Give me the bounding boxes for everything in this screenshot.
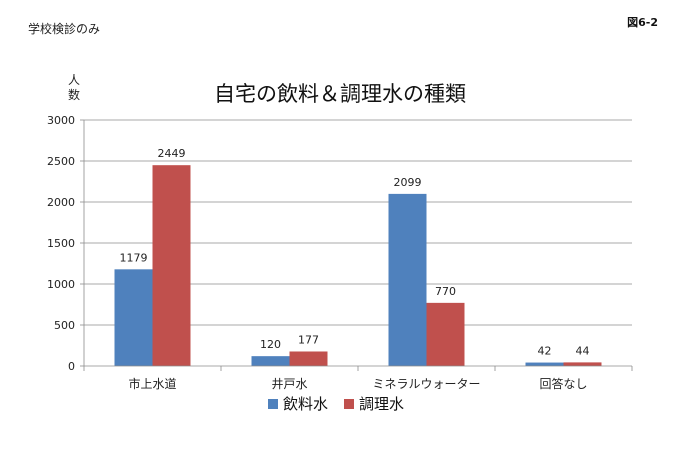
- bar: [251, 356, 290, 366]
- y-axis-label-char: 人: [68, 73, 80, 87]
- y-tick-label: 0: [68, 360, 75, 373]
- y-axis-label-char: 数: [68, 87, 80, 102]
- y-tick-label: 2000: [47, 196, 75, 209]
- figure-label: 図6-2: [627, 16, 658, 29]
- x-category-label: ミネラルウォーター: [372, 377, 480, 391]
- y-tick-label: 2500: [47, 155, 75, 168]
- data-label: 1179: [120, 251, 148, 264]
- bar: [525, 362, 564, 366]
- data-label: 177: [298, 333, 319, 346]
- bar: [152, 165, 191, 366]
- y-tick-label: 500: [54, 319, 75, 332]
- data-label: 770: [435, 285, 456, 298]
- y-axis-ticks: 0 500 1000 1500 2000 2500 3000: [47, 114, 84, 373]
- x-category-label: 市上水道: [128, 376, 176, 391]
- data-label: 42: [538, 345, 552, 358]
- x-category-label: 井戸水: [271, 377, 307, 391]
- bar: [289, 351, 328, 366]
- bar: [388, 193, 427, 366]
- page-note: 学校検診のみ: [28, 22, 101, 36]
- legend-swatch: [268, 399, 278, 409]
- chart-title: 自宅の飲料＆調理水の種類: [214, 82, 466, 106]
- bar: [114, 269, 153, 366]
- data-label: 44: [576, 344, 590, 357]
- x-category-label: 回答なし: [539, 376, 587, 391]
- data-label: 120: [260, 338, 281, 351]
- axes: [83, 120, 633, 371]
- data-label: 2099: [394, 176, 422, 189]
- y-axis-label: 人数: [68, 73, 80, 102]
- legend-swatch: [344, 399, 354, 409]
- y-tick-label: 1500: [47, 237, 75, 250]
- legend-label: 飲料水: [283, 395, 328, 413]
- legend: 飲料水 調理水: [268, 395, 404, 413]
- y-tick-label: 1000: [47, 278, 75, 291]
- bar: [563, 362, 602, 366]
- legend-label: 調理水: [359, 395, 404, 413]
- bar: [426, 302, 465, 366]
- data-label: 2449: [158, 147, 186, 160]
- y-tick-label: 3000: [47, 114, 75, 127]
- data-labels: 1179 2449 120 177 2099 770 42 44: [120, 147, 590, 357]
- x-axis-categories: 市上水道 井戸水 ミネラルウォーター 回答なし: [128, 376, 587, 391]
- bars: [114, 165, 602, 366]
